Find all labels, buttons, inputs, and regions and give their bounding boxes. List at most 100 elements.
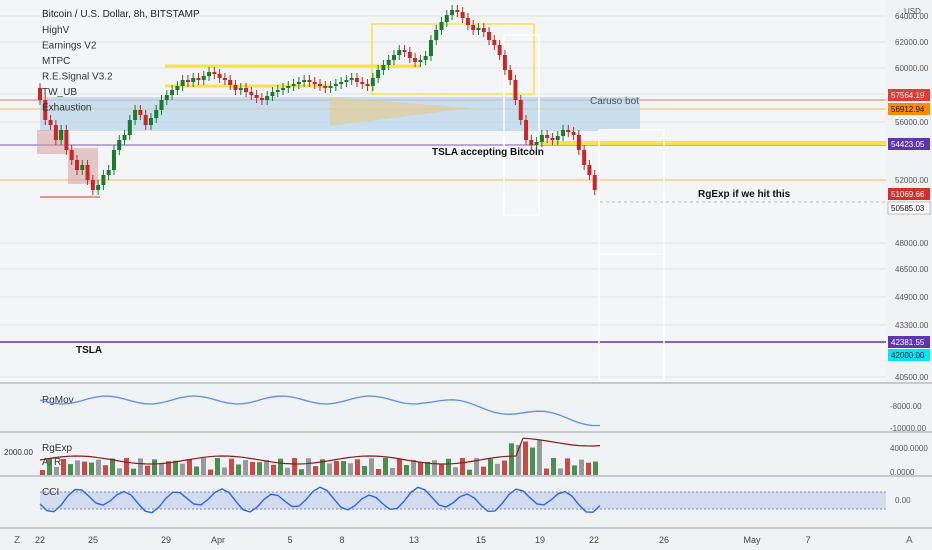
rgexp-bar <box>145 465 150 475</box>
indicator-label[interactable]: Earnings V2 <box>42 41 97 52</box>
price-badge: 42381.55 <box>888 336 930 348</box>
candle-body <box>180 80 185 86</box>
rgexp-bar <box>383 458 388 475</box>
rgexp-bar <box>152 459 157 475</box>
rgexp-pane[interactable]: RgExp ATR 2000.00 4000.0000 0.0000 <box>4 437 928 477</box>
rgexp-bar <box>166 461 171 475</box>
rgexp-bar <box>411 459 416 475</box>
time-label: 19 <box>535 535 545 545</box>
candle-body <box>85 165 90 180</box>
svg-text:51069.66: 51069.66 <box>891 190 925 199</box>
candle-body <box>212 72 217 74</box>
candle-body <box>545 135 550 138</box>
rgexp-bar <box>159 462 164 475</box>
rgexp-bar <box>390 467 395 475</box>
rgexp-bar <box>68 464 73 475</box>
rgexp-bar <box>537 440 542 475</box>
rgexp-bar <box>579 459 584 475</box>
main-pane[interactable] <box>0 0 886 383</box>
white-box-2 <box>598 129 665 381</box>
indicator-label[interactable]: MTPC <box>42 56 70 67</box>
candle-body <box>217 74 222 78</box>
candle-body <box>143 115 148 125</box>
candle-body <box>344 80 349 82</box>
rgexp-bar <box>425 461 430 475</box>
rgexp-bar <box>243 460 248 475</box>
candle-body <box>117 140 122 150</box>
indicator-label[interactable]: Exhaustion <box>42 103 91 114</box>
rgexp-bar <box>495 463 500 475</box>
rgmov-tick-2: -10000.00 <box>890 424 927 433</box>
rgexp-bar <box>334 460 339 475</box>
time-label: 29 <box>161 535 171 545</box>
rgmov-pane[interactable]: RgMov -8000.00 -10000.00 <box>39 395 927 433</box>
candle-body <box>69 150 74 160</box>
candle-body <box>318 84 322 86</box>
time-label: 8 <box>339 535 344 545</box>
indicator-label[interactable]: R.E.Signal V3.2 <box>42 72 113 83</box>
candle-body <box>497 45 502 55</box>
z-icon[interactable]: Z <box>14 535 20 546</box>
price-axis[interactable] <box>886 0 932 530</box>
candle-body <box>328 86 333 88</box>
price-tick: 64000.00 <box>895 12 929 21</box>
candle-body <box>281 88 286 90</box>
candle-body <box>302 80 307 82</box>
candle-body <box>48 120 53 125</box>
rgexp-bar <box>544 468 549 475</box>
candle-body <box>286 86 291 88</box>
price-badge: 51069.66 <box>888 188 930 200</box>
tsla-label: TSLA <box>76 345 102 356</box>
candle-body <box>550 138 555 140</box>
candle-body <box>201 76 206 80</box>
candle-body <box>238 88 243 90</box>
candle-body <box>185 80 190 82</box>
cci-tick: 0.00 <box>895 496 911 505</box>
candle-body <box>518 100 523 120</box>
a-icon[interactable]: A <box>906 535 913 546</box>
svg-text:42000.00: 42000.00 <box>891 351 925 360</box>
rgexp-bar <box>173 460 178 475</box>
rgexp-bar <box>180 463 185 475</box>
time-axis[interactable] <box>0 529 932 550</box>
candle-body <box>365 84 370 86</box>
rgexp-bar <box>103 465 108 475</box>
candle-body <box>196 78 201 80</box>
candle-body <box>312 82 317 84</box>
candle-body <box>323 86 328 88</box>
price-tick: 46500.00 <box>895 265 929 274</box>
cci-pane[interactable]: CCI 0.00 <box>39 486 911 514</box>
rgexp-label: RgExp <box>42 443 72 454</box>
indicator-label[interactable]: HighV <box>42 25 70 36</box>
candle-body <box>555 136 560 140</box>
rgexp-bar <box>61 458 66 475</box>
indicator-list: HighV Earnings V2 MTPC R.E.Signal V3.2 TW_UB… <box>42 25 113 114</box>
candle-body <box>492 40 497 45</box>
candle-body <box>418 60 423 62</box>
rgexp-bar <box>593 461 598 475</box>
candle-body <box>339 82 344 84</box>
candle-body <box>333 84 338 86</box>
candle-body <box>291 84 296 86</box>
rgexp-bar <box>551 458 556 475</box>
rgexp-bar <box>47 458 52 475</box>
candle-body <box>428 40 433 56</box>
rgexp-bar <box>362 466 367 475</box>
rgexp-bar <box>208 469 213 475</box>
indicator-label[interactable]: TW_UB <box>42 87 77 98</box>
candle-body <box>307 80 312 82</box>
rgexp-hit-label: RgExp if we hit this <box>698 189 791 200</box>
rgexp-bar <box>327 463 332 475</box>
rgexp-bar <box>446 458 451 475</box>
candle-body <box>53 125 58 140</box>
rgexp-bar <box>530 447 535 475</box>
candle-body <box>481 28 486 32</box>
price-badge: 42000.00 <box>888 349 930 361</box>
candle-body <box>80 165 85 170</box>
rgexp-bar <box>236 464 241 475</box>
rgexp-bar <box>117 468 122 475</box>
currency-label: USD <box>904 7 921 16</box>
candle-body <box>524 120 529 140</box>
caruso-bot-label: Caruso bot <box>590 96 639 107</box>
